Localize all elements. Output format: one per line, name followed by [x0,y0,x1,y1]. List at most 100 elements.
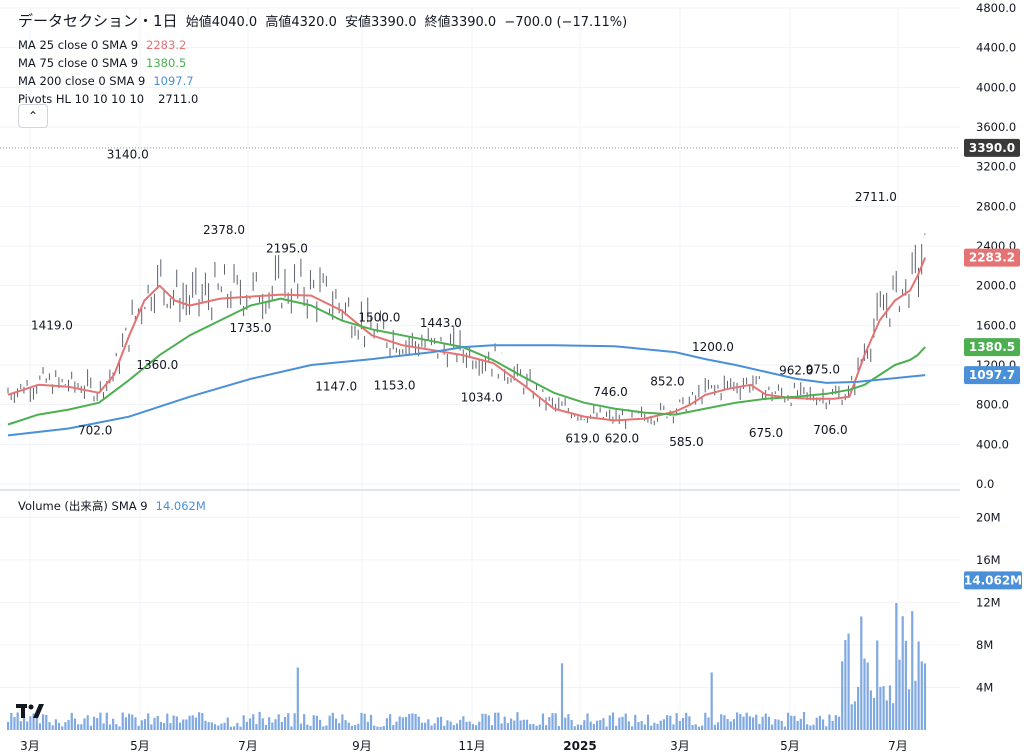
volume-bar [525,719,529,730]
volume-bar [105,712,108,730]
volume-tick-label: 12M [976,595,1001,609]
volume-bar [118,726,121,730]
volume-bar [64,722,67,730]
volume-bar [529,724,532,730]
volume-bar [825,726,828,730]
volume-bar [404,716,408,730]
price-badge [964,366,1020,385]
volume-value: 14.062M [155,499,206,513]
volume-bar [99,712,102,730]
indicator-ma200[interactable]: MA 200 close 0 SMA 9 1097.7 [18,74,194,88]
volume-bar [369,714,373,730]
volume-bar [876,640,879,730]
pivot-label: 1443.0 [420,316,462,330]
volume-bar [892,703,895,730]
volume-bar [455,723,459,730]
volume-bar [178,722,182,730]
volume-bar [589,721,592,730]
volume-bar [888,685,892,730]
volume-bar [13,717,16,730]
indicator-pivots[interactable]: Pivots HL 10 10 10 10 2711.0 [18,92,198,106]
volume-bar [503,716,506,730]
pivot-label: 1034.0 [461,390,503,404]
volume-bar [904,640,907,730]
volume-bar [583,720,586,730]
volume-bar [315,715,319,730]
symbol-title[interactable]: データセクション・1日 [18,12,178,30]
indicator-ma25[interactable]: MA 25 close 0 SMA 9 2283.2 [18,38,186,52]
indicator-value: 2283.2 [146,38,187,52]
volume-bar [494,712,497,730]
volume-bar [175,716,178,730]
volume-bar [389,714,392,730]
volume-bar [210,722,213,730]
pivot-label: 1500.0 [358,310,400,324]
volume-bar [841,661,844,730]
volume-bar [172,715,175,730]
volume-bar [452,725,455,730]
volume-bar [907,689,911,730]
time-tick-label: 7月 [888,739,908,753]
volume-bar [468,721,471,730]
volume-bar [742,716,745,730]
volume-bar [459,719,462,730]
volume-bar [134,717,137,730]
volume-bar [847,633,850,730]
volume-bar [822,719,825,730]
volume-tick-label: 20M [976,510,1001,524]
volume-bar [704,712,707,730]
volume-bar [850,704,853,730]
volume-bar [188,715,191,730]
pivot-label: 852.0 [650,375,684,389]
price-tick-label: 2800.0 [976,199,1016,213]
volume-bar [853,701,857,730]
volume-bar [541,713,545,730]
volume-bar [637,722,640,730]
volume-bar [22,712,26,730]
ma-line-ma-25 [7,257,927,422]
price-tick-label: 2000.0 [976,279,1016,293]
volume-bar [755,714,758,730]
volume-bar [662,719,666,730]
volume-bar [35,713,38,730]
volume-bar [162,723,166,730]
volume-bar [325,725,328,730]
pivot-label: 2711.0 [855,190,897,204]
pivot-label: 746.0 [593,385,627,399]
price-tick-label: 4000.0 [976,80,1016,94]
volume-bar [758,723,761,730]
volume-badge-label: 14.062M [964,573,1022,587]
pivot-label: 2195.0 [266,241,308,255]
volume-bar [812,724,815,730]
volume-bar [669,715,672,730]
pivot-label: 619.0 [565,432,599,446]
volume-bar [283,717,287,730]
volume-tick-label: 16M [976,553,1001,567]
tradingview-logo-icon[interactable] [14,698,46,724]
volume-bar [70,712,73,730]
volume-bar [802,711,806,730]
volume-label: Volume (出来高) SMA 9 [18,499,148,513]
price-tick-label: 3600.0 [976,120,1016,134]
volume-bar [373,725,376,730]
volume-bar [108,724,112,730]
pivot-label: 1200.0 [692,340,734,354]
volume-bar [341,714,344,730]
indicator-ma75[interactable]: MA 75 close 0 SMA 9 1380.5 [18,56,186,70]
volume-bar [248,718,252,730]
volume-bar [42,714,45,730]
volume-bar [299,723,303,730]
volume-bar [809,725,812,730]
time-tick-label: 3月 [670,739,690,753]
volume-bar [506,723,510,730]
high-label: 高値 [265,15,292,30]
volume-bar [287,713,290,730]
volume-bar [255,724,258,730]
close-label: 終値 [424,15,451,30]
pivot-label: 3140.0 [107,148,149,162]
volume-bar [379,726,382,730]
volume-legend[interactable]: Volume (出来高) SMA 9 14.062M [18,498,206,514]
volume-bar [73,718,77,730]
collapse-legend-button[interactable]: ⌃ [18,104,48,128]
